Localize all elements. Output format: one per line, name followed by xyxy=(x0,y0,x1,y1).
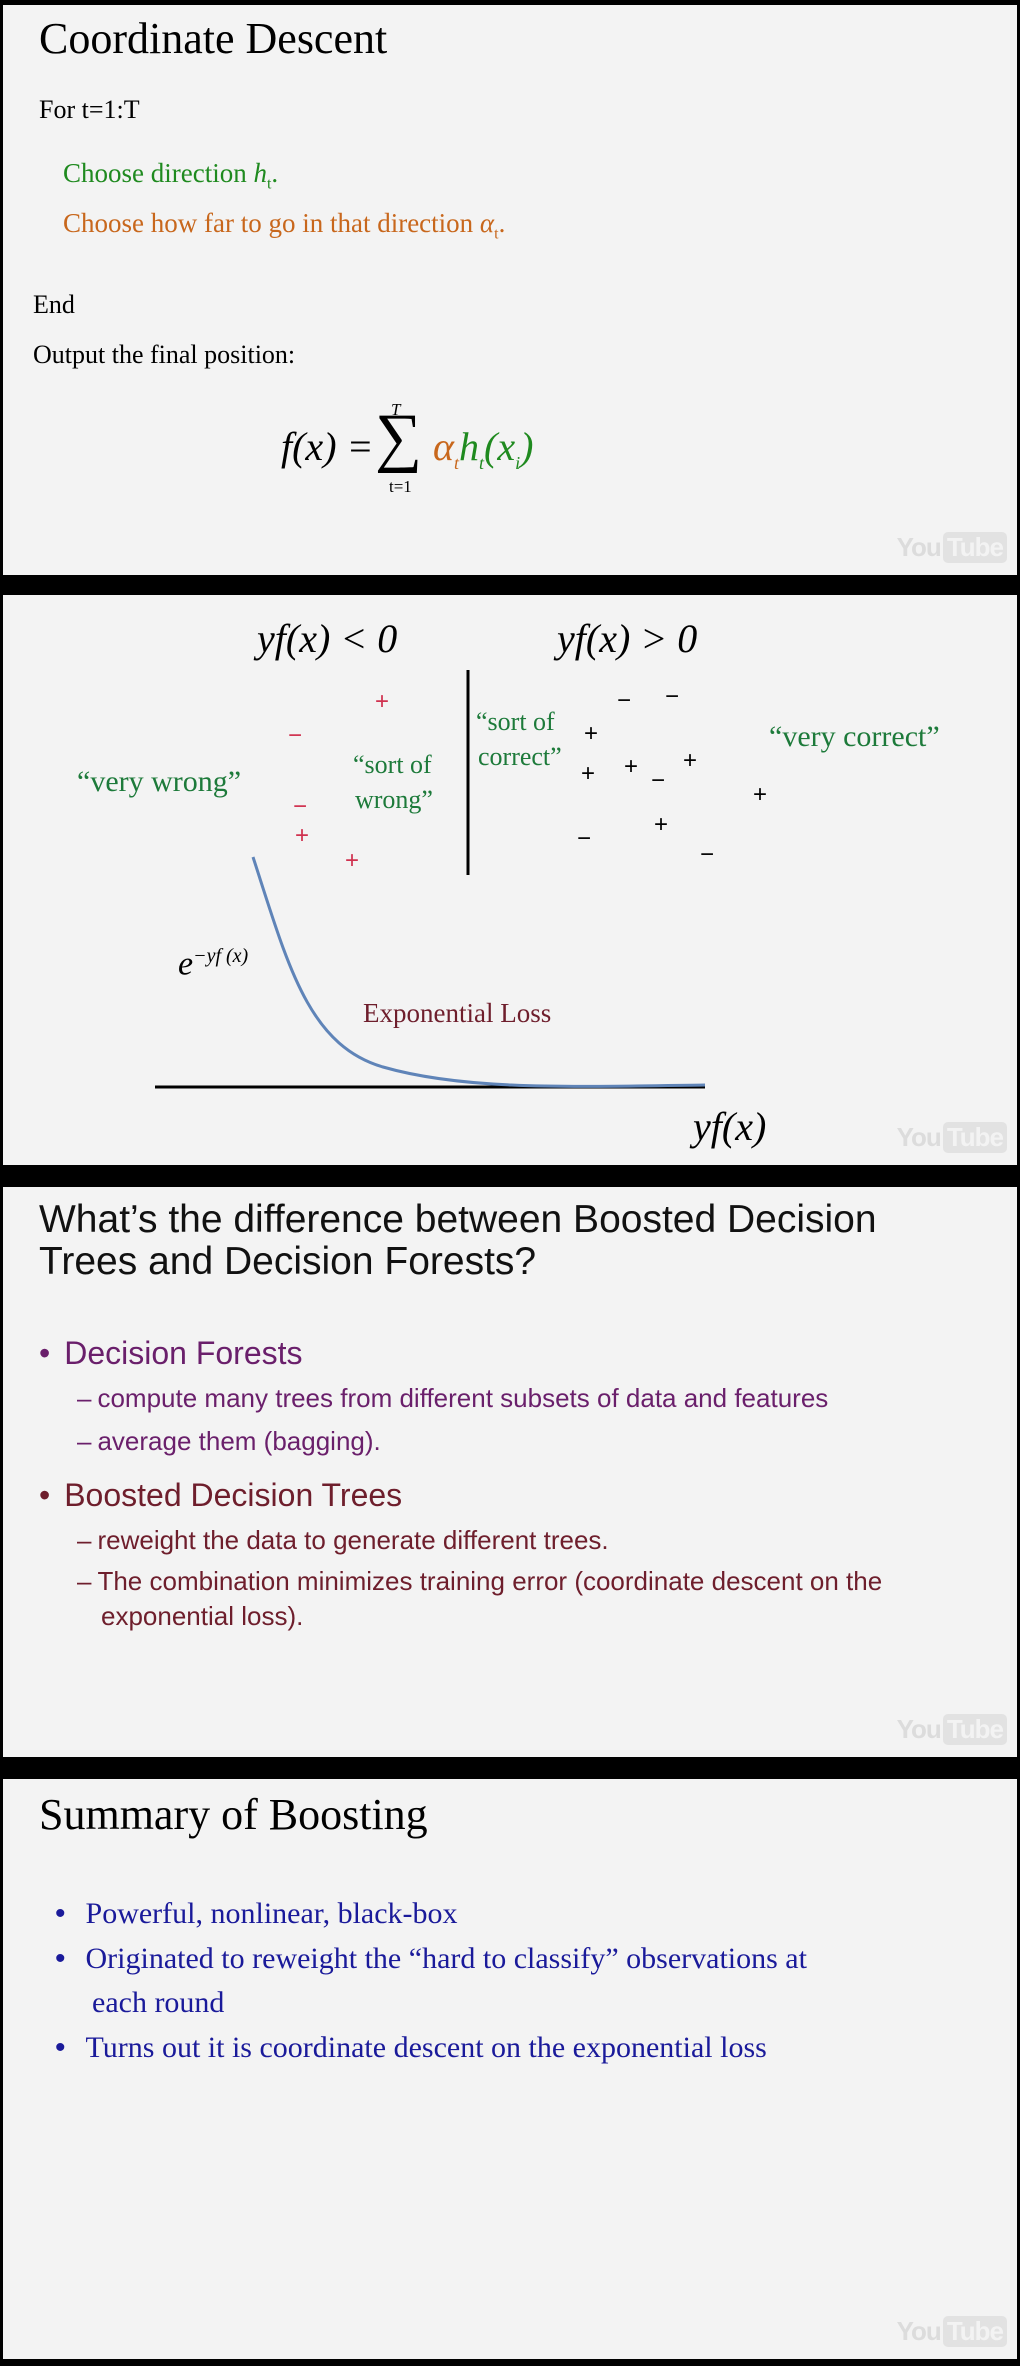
slide-title: Coordinate Descent xyxy=(39,14,388,63)
sub-bullet-continuation: exponential loss). xyxy=(101,1601,304,1631)
summary-bullet: • Turns out it is coordinate descent on t… xyxy=(55,2031,767,2064)
marker-left-plus: + xyxy=(345,847,360,874)
label-sort-of-wrong-2: wrong” xyxy=(355,785,433,814)
marker-right-plus: + xyxy=(683,747,698,774)
distance-var: α xyxy=(479,208,495,238)
sub-bullet: – reweight the data to generate different… xyxy=(77,1525,609,1555)
direction-var: h xyxy=(253,158,267,188)
formula-h: h xyxy=(459,424,480,469)
marker-right-plus: + xyxy=(584,720,599,747)
label-positive-margin: yf(x) > 0 xyxy=(557,616,698,661)
exp-loss-formula: e−yf (x) xyxy=(178,945,248,983)
slide-exponential-loss: yf(x) < 0 yf(x) > 0 “very wrong” “sort o… xyxy=(3,595,1017,1165)
exp-base: e xyxy=(178,945,194,983)
label-very-wrong: “very wrong” xyxy=(77,765,242,798)
marker-right-minus: − xyxy=(651,767,666,794)
choose-direction-text: Choose direction xyxy=(63,158,254,188)
formula-alpha-sub: t xyxy=(454,453,460,473)
marker-right-minus: − xyxy=(617,687,632,714)
label-very-correct: “very correct” xyxy=(769,720,940,753)
choose-direction-line: Choose direction ht. xyxy=(63,158,278,193)
summary-bullet-continuation: each round xyxy=(92,1986,225,2019)
title-line-2: Trees and Decision Forests? xyxy=(39,1240,537,1283)
marker-right-plus: + xyxy=(654,811,669,838)
slide-coordinate-descent: Coordinate Descent For t=1:T Choose dire… xyxy=(3,5,1017,575)
formula-h-sub: t xyxy=(479,453,485,473)
output-line: Output the final position: xyxy=(33,340,296,369)
direction-sub: t xyxy=(266,175,272,193)
formula-body: αtht(xi) xyxy=(433,423,533,474)
label-sort-of-correct-2: correct” xyxy=(478,742,562,771)
title-line-1: What’s the difference between Boosted De… xyxy=(39,1198,877,1241)
slide-summary-of-boosting: Summary of Boosting • Powerful, nonlinear… xyxy=(3,1779,1017,2359)
summary-bullet: • Powerful, nonlinear, black-box xyxy=(55,1897,458,1930)
end-line: End xyxy=(33,290,75,319)
summary-bullet: • Originated to reweight the “hard to cla… xyxy=(55,1942,807,1975)
bullet-decision-forests: • Decision Forests xyxy=(39,1335,303,1371)
label-sort-of-wrong-1: “sort of xyxy=(353,750,432,779)
for-loop-line: For t=1:T xyxy=(39,95,140,124)
sub-bullet: – The combination minimizes training erro… xyxy=(77,1566,883,1596)
marker-right-minus: − xyxy=(700,841,715,868)
loss-diagram xyxy=(155,670,706,1089)
slide-boosting-vs-forests: What’s the difference between Boosted De… xyxy=(3,1187,1017,1757)
formula-arg-close: ) xyxy=(520,424,534,469)
marker-left-minus: − xyxy=(288,722,303,749)
marker-right-minus: − xyxy=(577,825,592,852)
youtube-watermark: You Tube xyxy=(897,1714,1007,1745)
choose-distance-text: Choose how far to go in that direction xyxy=(63,208,480,238)
marker-left-minus: − xyxy=(293,793,308,820)
slide-title: Summary of Boosting xyxy=(39,1790,428,1839)
exponential-loss-curve xyxy=(251,856,706,1088)
formula-sum-upper: T xyxy=(391,400,401,419)
choose-distance-line: Choose how far to go in that direction α… xyxy=(63,208,505,243)
marker-right-plus: + xyxy=(624,753,639,780)
marker-left-plus: + xyxy=(295,822,310,849)
formula-alpha: α xyxy=(433,424,454,469)
exp-power: −yf (x) xyxy=(193,945,249,967)
bullet-heading: Boosted Decision Trees xyxy=(64,1477,403,1513)
bullet-boosted-decision-trees: • Boosted Decision Trees xyxy=(39,1477,403,1513)
marker-right-minus: − xyxy=(665,683,680,710)
sub-bullet: – compute many trees from different subse… xyxy=(77,1383,829,1413)
youtube-watermark: You Tube xyxy=(897,532,1007,563)
formula-sum-lower: t=1 xyxy=(389,477,412,496)
formula-arg-open: (x xyxy=(484,424,516,469)
bullet-heading: Decision Forests xyxy=(64,1335,303,1371)
marker-left-plus: + xyxy=(375,688,390,715)
distance-sub: t xyxy=(494,225,499,243)
exponential-loss-label: Exponential Loss xyxy=(363,998,552,1028)
x-axis-label: yf(x) xyxy=(693,1104,767,1149)
youtube-watermark: You Tube xyxy=(897,2316,1007,2347)
marker-right-plus: + xyxy=(581,760,596,787)
youtube-watermark: You Tube xyxy=(897,1122,1007,1153)
sub-bullet: – average them (bagging). xyxy=(77,1426,381,1456)
direction-period: . xyxy=(271,158,279,188)
label-negative-margin: yf(x) < 0 xyxy=(257,616,398,661)
slide-title: What’s the difference between Boosted De… xyxy=(39,1199,877,1283)
label-sort-of-correct-1: “sort of xyxy=(476,707,555,736)
formula-arg-sub: i xyxy=(515,453,521,473)
marker-right-plus: + xyxy=(753,781,768,808)
formula-sum-symbol: ∑ xyxy=(375,401,423,474)
distance-period: . xyxy=(498,208,506,238)
formula-lhs: f(x) = xyxy=(281,424,374,469)
